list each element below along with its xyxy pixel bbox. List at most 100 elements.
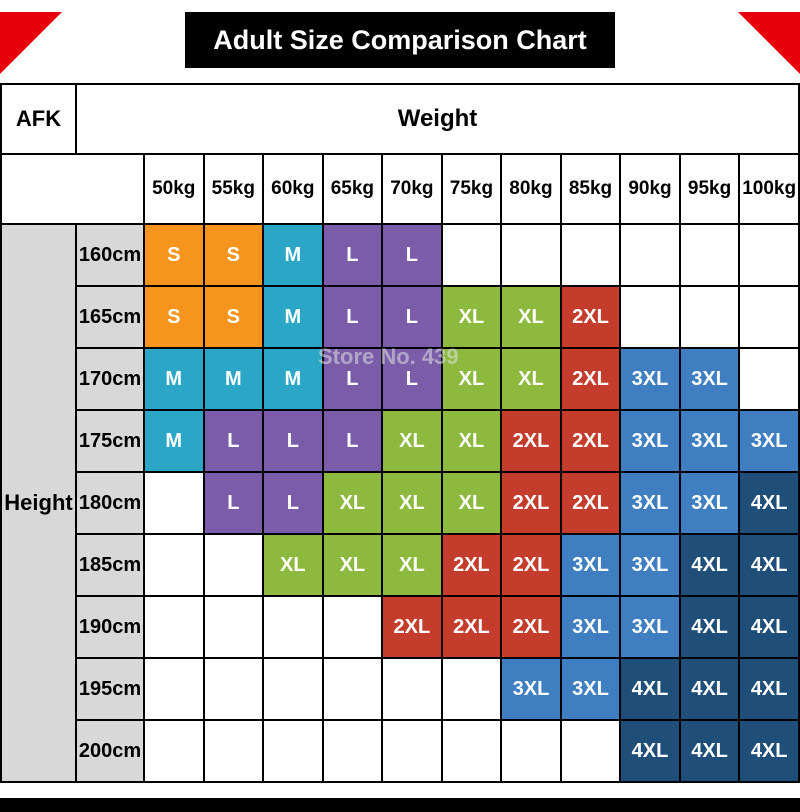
size-cell-empty [440, 657, 503, 721]
size-cell-3xl: 3XL [559, 657, 622, 721]
size-cell-m: M [262, 223, 324, 287]
size-cell-l: L [262, 471, 324, 535]
size-cell-empty [500, 719, 562, 783]
size-cell-xl: XL [440, 347, 503, 411]
size-cell-m: M [202, 347, 265, 411]
size-cell-xl: XL [500, 285, 562, 349]
size-cell-4xl: 4XL [738, 471, 800, 535]
size-cell-4xl: 4XL [738, 657, 800, 721]
size-cell-3xl: 3XL [619, 409, 681, 473]
size-cell-empty [678, 285, 741, 349]
height-axis-label: Height [0, 223, 77, 783]
size-cell-empty [321, 657, 384, 721]
size-cell-2xl: 2XL [500, 409, 562, 473]
row-header-175cm: 175cm [75, 409, 145, 473]
col-header-90kg: 90kg [619, 153, 681, 225]
size-cell-2xl: 2XL [559, 347, 622, 411]
size-cell-2xl: 2XL [559, 285, 622, 349]
size-cell-2xl: 2XL [500, 533, 562, 597]
size-cell-l: L [381, 223, 443, 287]
size-cell-empty [619, 285, 681, 349]
size-cell-empty [262, 657, 324, 721]
size-cell-3xl: 3XL [619, 471, 681, 535]
table-row-200cm: 200cm 4XL 4XL 4XL [1, 719, 800, 783]
size-cell-s: S [202, 223, 265, 287]
size-cell-2xl: 2XL [440, 595, 503, 659]
size-cell-empty [143, 533, 205, 597]
size-cell-empty [738, 223, 800, 287]
corner-ribbon-left-icon [0, 12, 62, 74]
weight-axis-label: Weight [75, 83, 800, 155]
corner-ribbon-right-icon [738, 12, 800, 74]
chart-title: Adult Size Comparison Chart [213, 24, 587, 55]
row-header-160cm: 160cm [75, 223, 145, 287]
size-cell-xl: XL [440, 409, 503, 473]
size-cell-l: L [321, 223, 384, 287]
corner-label: AFK [0, 83, 77, 155]
size-cell-empty [738, 285, 800, 349]
size-cell-3xl: 3XL [559, 595, 622, 659]
size-cell-empty [678, 223, 741, 287]
row-header-180cm: 180cm [75, 471, 145, 535]
col-header-55kg: 55kg [202, 153, 265, 225]
size-cell-4xl: 4XL [738, 533, 800, 597]
size-cell-3xl: 3XL [619, 347, 681, 411]
size-cell-xl: XL [321, 533, 384, 597]
size-cell-l: L [202, 409, 265, 473]
size-cell-m: M [143, 409, 205, 473]
size-cell-xl: XL [500, 347, 562, 411]
col-header-95kg: 95kg [678, 153, 741, 225]
size-cell-2xl: 2XL [559, 471, 622, 535]
size-cell-empty [143, 595, 205, 659]
table-row-190cm: 190cm 2XL 2XL 2XL 3XL 3XL 4XL 4XL [1, 595, 800, 659]
size-cell-l: L [202, 471, 265, 535]
size-cell-empty [440, 719, 503, 783]
size-cell-xl: XL [381, 409, 443, 473]
col-header-50kg: 50kg [143, 153, 205, 225]
size-cell-m: M [262, 285, 324, 349]
size-cell-2xl: 2XL [500, 471, 562, 535]
size-cell-xl: XL [262, 533, 324, 597]
size-cell-empty [321, 719, 384, 783]
row-header-185cm: 185cm [75, 533, 145, 597]
size-cell-l: L [262, 409, 324, 473]
size-cell-xl: XL [381, 471, 443, 535]
spacer-cell [0, 153, 145, 225]
size-cell-s: S [202, 285, 265, 349]
table-row-195cm: 195cm 3XL 3XL 4XL 4XL 4XL [1, 657, 800, 721]
size-cell-empty [381, 719, 443, 783]
table-row-170cm: 170cm M M M L L XL XL 2XL 3XL 3XL [1, 347, 800, 411]
size-cell-empty [262, 719, 324, 783]
size-cell-2xl: 2XL [500, 595, 562, 659]
row-header-190cm: 190cm [75, 595, 145, 659]
size-cell-s: S [143, 223, 205, 287]
size-cell-empty [738, 347, 800, 411]
size-cell-empty [143, 471, 205, 535]
size-cell-2xl: 2XL [559, 409, 622, 473]
size-cell-4xl: 4XL [619, 657, 681, 721]
size-cell-3xl: 3XL [500, 657, 562, 721]
col-header-70kg: 70kg [381, 153, 443, 225]
size-cell-empty [500, 223, 562, 287]
size-cell-empty [619, 223, 681, 287]
size-cell-l: L [321, 409, 384, 473]
size-cell-4xl: 4XL [678, 595, 741, 659]
size-cell-empty [262, 595, 324, 659]
chart-title-bar: Adult Size Comparison Chart [185, 12, 615, 68]
size-cell-3xl: 3XL [619, 595, 681, 659]
table-row-160cm: Height 160cm S S M L L [0, 223, 800, 783]
size-cell-3xl: 3XL [559, 533, 622, 597]
size-cell-l: L [321, 347, 384, 411]
size-cell-3xl: 3XL [678, 347, 741, 411]
size-cell-3xl: 3XL [678, 471, 741, 535]
table-row-180cm: 180cm L L XL XL XL 2XL 2XL 3XL 3XL 4XL [1, 471, 800, 535]
size-cell-4xl: 4XL [738, 595, 800, 659]
weight-labels-row: 50kg 55kg 60kg 65kg 70kg 75kg 80kg 85kg 90kg 95kg… [0, 153, 800, 225]
size-cell-3xl: 3XL [738, 409, 800, 473]
size-cell-empty [202, 533, 265, 597]
size-cell-3xl: 3XL [619, 533, 681, 597]
size-cell-2xl: 2XL [440, 533, 503, 597]
size-cell-empty [143, 657, 205, 721]
col-header-60kg: 60kg [262, 153, 324, 225]
size-cell-xl: XL [321, 471, 384, 535]
